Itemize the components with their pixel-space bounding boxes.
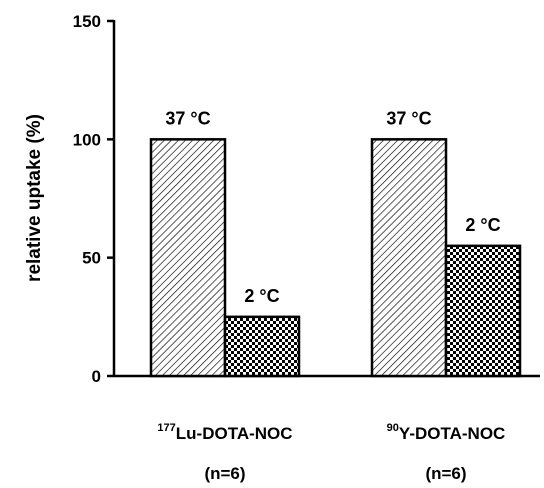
bar-label: 2 °C [244, 286, 279, 306]
bar-label: 37 °C [165, 108, 210, 128]
group-label-superscript: 177 [157, 422, 175, 434]
y-tick-label: 0 [92, 367, 101, 386]
bar-label: 2 °C [465, 215, 500, 235]
group-label-superscript: 90 [387, 422, 399, 434]
group-label-name: Y-DOTA-NOC [399, 424, 505, 443]
bar-1-2 [223, 315, 301, 378]
y-tick-label: 150 [73, 12, 101, 31]
y-tick-label: 50 [82, 249, 101, 268]
bar-2-2 [444, 244, 522, 378]
group-label-name: Lu-DOTA-NOC [176, 424, 293, 443]
group-n-label: (n=6) [204, 464, 245, 483]
group-label: 90Y-DOTA-NOC [387, 422, 506, 443]
bar-2-1 [370, 138, 448, 378]
bar-1-1 [149, 138, 227, 378]
group-n-label: (n=6) [425, 464, 466, 483]
bar-label: 37 °C [386, 108, 431, 128]
y-axis-label: relative uptake (%) [24, 114, 45, 282]
group-label: 177Lu-DOTA-NOC [157, 422, 292, 443]
y-tick-label: 100 [73, 130, 101, 149]
